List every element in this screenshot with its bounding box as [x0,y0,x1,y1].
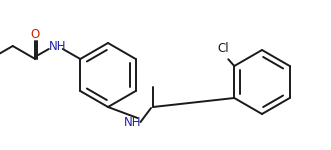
Text: O: O [31,27,40,40]
Text: NH: NH [124,116,141,129]
Text: NH: NH [49,39,67,52]
Text: Cl: Cl [217,42,229,55]
